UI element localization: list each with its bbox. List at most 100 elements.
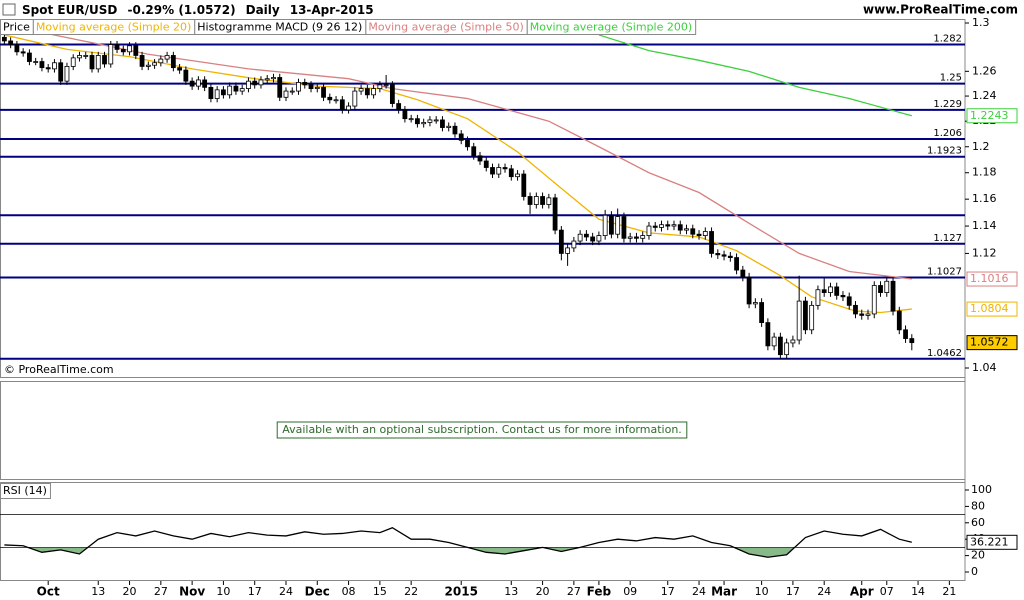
candle-body [377, 84, 383, 89]
candle-body [734, 257, 739, 271]
candle-body [233, 85, 239, 92]
candle-body [765, 322, 771, 347]
period: Daily [246, 3, 280, 17]
candle-body [95, 55, 101, 70]
x-tick-label: Mar [711, 585, 737, 599]
candle-body [89, 55, 95, 70]
x-tick-label: 15 [373, 585, 387, 598]
candle-body [102, 55, 107, 65]
y-tick-label: 1.14 [972, 219, 997, 232]
candle-body [371, 88, 377, 96]
line-series [4, 34, 912, 314]
level-label: 1.1027 [927, 266, 962, 277]
candle-body [702, 231, 708, 236]
candle-body [70, 57, 76, 67]
candle-body [609, 214, 614, 235]
candle-body [621, 216, 627, 239]
x-tick-label: 24 [817, 585, 831, 598]
level-label: 1.0462 [927, 348, 962, 359]
x-tick-label: 07 [880, 585, 894, 598]
date: 13-Apr-2015 [290, 3, 374, 17]
candle-body [496, 167, 502, 175]
candle-body [283, 90, 289, 98]
candle-body [114, 44, 120, 50]
candle-body [615, 216, 621, 235]
candle-body [828, 286, 833, 293]
candle-body [590, 236, 596, 242]
x-tick-label: 21 [942, 585, 956, 598]
y-tick-label: 1.18 [972, 166, 997, 179]
candle-body [696, 233, 702, 236]
candle-body [909, 338, 915, 344]
candle-body [14, 44, 20, 53]
legend-entry: Histogramme MACD (9 26 12) [197, 21, 362, 34]
y-tick-label: 20 [971, 549, 985, 562]
candle-body [333, 99, 339, 102]
candle-body [659, 224, 664, 228]
chart-icon [2, 3, 16, 16]
candle-body [646, 225, 652, 236]
candle-body [565, 247, 571, 254]
candle-body [145, 64, 151, 67]
candle-body [502, 167, 508, 170]
candle-body [577, 233, 583, 242]
candle-body [533, 196, 539, 205]
candle-body [195, 79, 201, 87]
candle-body [871, 285, 877, 315]
candle-body [52, 62, 57, 70]
x-tick-label: 17 [661, 585, 675, 598]
x-tick-label: 17 [248, 585, 262, 598]
y-tick-label: 1.26 [972, 64, 997, 77]
x-tick-label: 24 [692, 585, 706, 598]
y-tick-label: 0 [971, 565, 978, 578]
candle-body [396, 103, 402, 111]
candle-body [640, 235, 646, 239]
x-tick-label: Nov [179, 585, 205, 599]
x-tick-label: 24 [279, 585, 293, 598]
candle-body [746, 276, 752, 305]
candle-body [202, 79, 208, 88]
level-label: 1.127 [933, 233, 962, 244]
candle-body [83, 55, 89, 57]
candle-body [890, 280, 896, 312]
level-label: 1.1923 [927, 146, 962, 157]
candle-body [677, 224, 683, 231]
candle-body [239, 88, 245, 92]
candle-body [227, 85, 233, 96]
value-tag-label: 1.0572 [970, 336, 1009, 349]
x-tick-label: Oct [37, 585, 60, 599]
candle-body [477, 155, 483, 162]
candle-body [177, 67, 183, 71]
candle-body [321, 86, 326, 98]
y-tick-label: 100 [971, 483, 992, 496]
legend-box [526, 19, 697, 35]
y-tick-label: 1.2 [972, 140, 990, 153]
candle-body [139, 55, 145, 67]
candle-body [508, 168, 514, 178]
candle-body [364, 88, 370, 96]
candle-body [314, 86, 320, 89]
x-tick-label: 20 [536, 585, 550, 598]
change: -0.29% (1.0572) [128, 3, 236, 17]
line-series [598, 34, 912, 117]
candle-body [352, 90, 358, 107]
x-tick-label: 2015 [445, 585, 478, 599]
candle-body [865, 313, 871, 316]
line-series [4, 526, 912, 558]
candle-body [558, 229, 564, 254]
candle-body [571, 240, 577, 249]
y-tick-label: 1.04 [972, 361, 997, 374]
candle-body [58, 62, 64, 82]
candle-body [771, 336, 777, 347]
x-tick-label: 13 [91, 585, 105, 598]
candle-body [602, 214, 608, 236]
candle-body [408, 118, 414, 121]
candle-body [546, 197, 552, 205]
candle-body [878, 285, 883, 293]
candle-body [471, 146, 477, 157]
candle-body [727, 255, 733, 258]
candle-body [296, 82, 301, 92]
legend-entry: Moving average (Simple 20) [36, 21, 191, 34]
candle-body [427, 119, 433, 123]
